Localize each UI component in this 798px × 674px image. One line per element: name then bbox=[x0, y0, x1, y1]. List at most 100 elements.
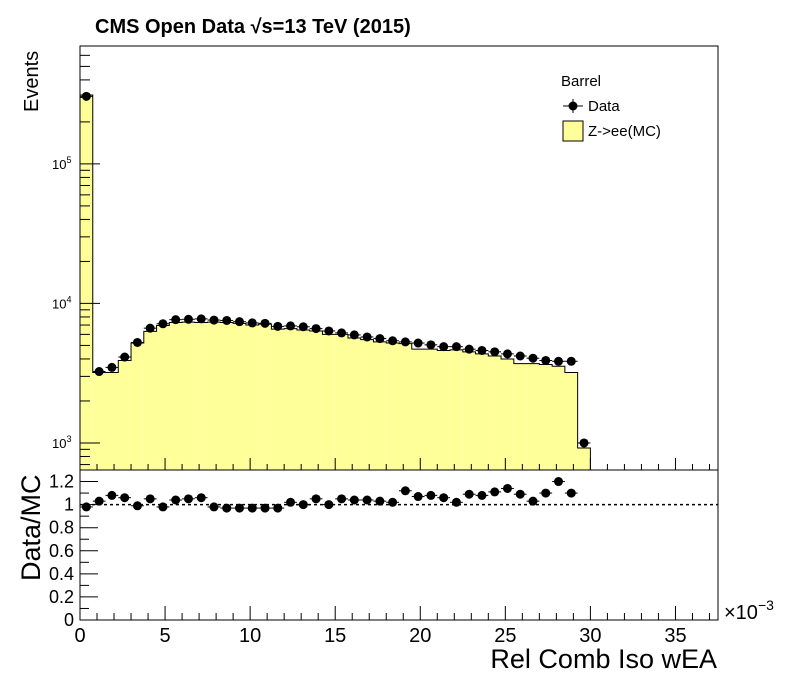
data-point bbox=[490, 347, 500, 357]
ratio-point bbox=[196, 493, 206, 503]
ratio-point bbox=[222, 503, 232, 513]
data-point bbox=[145, 323, 155, 333]
ratio-point bbox=[260, 503, 270, 513]
main-y-axis-title: Events bbox=[21, 51, 43, 112]
data-point bbox=[81, 91, 91, 101]
ratio-y-tick-label: 0.6 bbox=[49, 541, 74, 561]
mc-bar bbox=[475, 353, 489, 470]
ratio-point bbox=[554, 477, 563, 487]
x-tick-label: 5 bbox=[160, 625, 171, 647]
mc-bar bbox=[309, 330, 323, 470]
data-point bbox=[107, 362, 117, 372]
legend-label-mc: Z->ee(MC) bbox=[588, 123, 661, 140]
data-point bbox=[298, 322, 308, 332]
data-point bbox=[579, 438, 589, 448]
ratio-point bbox=[107, 490, 117, 500]
mc-bar bbox=[539, 364, 553, 470]
mc-bar bbox=[335, 334, 348, 470]
data-point bbox=[426, 340, 436, 350]
data-point bbox=[515, 351, 525, 361]
ratio-point bbox=[375, 496, 385, 506]
ratio-point bbox=[464, 489, 474, 499]
mc-bar bbox=[258, 324, 272, 470]
ratio-point bbox=[541, 488, 551, 498]
ratio-point bbox=[132, 501, 142, 511]
mc-bar bbox=[194, 322, 208, 470]
mc-bar bbox=[296, 330, 310, 470]
mc-bar bbox=[462, 351, 476, 470]
ratio-point bbox=[451, 497, 461, 507]
data-point bbox=[247, 318, 257, 328]
mc-bar bbox=[526, 363, 540, 470]
svg-text:×10−3: ×10−3 bbox=[724, 597, 774, 624]
x-axis-title: Rel Comb Iso wEA bbox=[490, 644, 717, 674]
mc-bar bbox=[118, 360, 132, 470]
legend-entry-data: Data bbox=[563, 98, 620, 115]
mc-bar bbox=[233, 323, 246, 470]
mc-bar bbox=[488, 355, 502, 470]
ratio-plot bbox=[80, 477, 718, 513]
ratio-point bbox=[400, 486, 410, 496]
mc-bar bbox=[450, 349, 463, 470]
ratio-point bbox=[94, 496, 104, 506]
ratio-point bbox=[439, 493, 449, 503]
ratio-y-tick-label: 1.2 bbox=[49, 472, 74, 492]
mc-bar bbox=[373, 341, 387, 470]
ratio-y-axis: 0 0.2 0.4 0.6 0.8 1 1.2 bbox=[49, 469, 98, 630]
mc-bar bbox=[169, 322, 183, 470]
ratio-point bbox=[388, 497, 398, 507]
y-tick-label: 104 bbox=[52, 294, 71, 311]
mc-bar bbox=[245, 325, 259, 470]
x-axis: 0 5 10 15 20 25 30 35 bbox=[74, 458, 710, 647]
ratio-point bbox=[145, 494, 155, 504]
data-point bbox=[413, 338, 423, 348]
data-point bbox=[209, 315, 219, 325]
mc-bar bbox=[284, 328, 297, 470]
ratio-point bbox=[183, 494, 193, 504]
ratio-point bbox=[171, 495, 181, 505]
data-point bbox=[566, 356, 576, 366]
data-point bbox=[451, 342, 461, 352]
ratio-point bbox=[566, 488, 576, 498]
data-point bbox=[183, 314, 193, 324]
data-point bbox=[235, 317, 244, 327]
ratio-point bbox=[81, 502, 91, 512]
data-point bbox=[375, 334, 385, 344]
ratio-point bbox=[515, 489, 525, 499]
mc-bar bbox=[322, 334, 336, 470]
mc-bar bbox=[347, 338, 361, 470]
ratio-point bbox=[273, 503, 283, 513]
legend-label-data: Data bbox=[588, 98, 620, 115]
data-point bbox=[439, 342, 449, 352]
data-point bbox=[349, 330, 359, 340]
data-point bbox=[477, 345, 487, 355]
data-point bbox=[502, 349, 512, 359]
mc-bar bbox=[360, 339, 374, 470]
main-plot bbox=[79, 91, 591, 470]
data-point bbox=[260, 318, 270, 328]
mc-bar bbox=[564, 372, 578, 470]
data-point bbox=[337, 328, 347, 338]
ratio-y-axis-title: Data/MC bbox=[16, 474, 46, 581]
ratio-y-tick-label: 0.4 bbox=[49, 564, 74, 584]
data-point bbox=[541, 355, 551, 365]
mc-bar bbox=[182, 322, 195, 470]
main-y-axis: 103 104 105 bbox=[52, 45, 100, 466]
mc-bar bbox=[131, 343, 144, 470]
ratio-y-tick-label: 1 bbox=[64, 495, 74, 515]
legend-header: Barrel bbox=[561, 73, 601, 90]
data-point bbox=[120, 352, 130, 362]
mc-bar bbox=[552, 366, 565, 470]
legend: Barrel Data Z->ee(MC) bbox=[561, 73, 661, 142]
mc-bar bbox=[501, 358, 514, 470]
x-tick-label: 0 bbox=[74, 625, 85, 647]
ratio-point bbox=[120, 493, 130, 503]
data-point bbox=[400, 337, 410, 347]
mc-bar bbox=[513, 363, 527, 470]
data-point bbox=[464, 344, 474, 354]
x-tick-label: 15 bbox=[324, 625, 346, 647]
y-tick-label: 103 bbox=[52, 434, 71, 451]
mc-bar bbox=[399, 343, 412, 470]
ratio-plot-frame bbox=[79, 469, 719, 621]
